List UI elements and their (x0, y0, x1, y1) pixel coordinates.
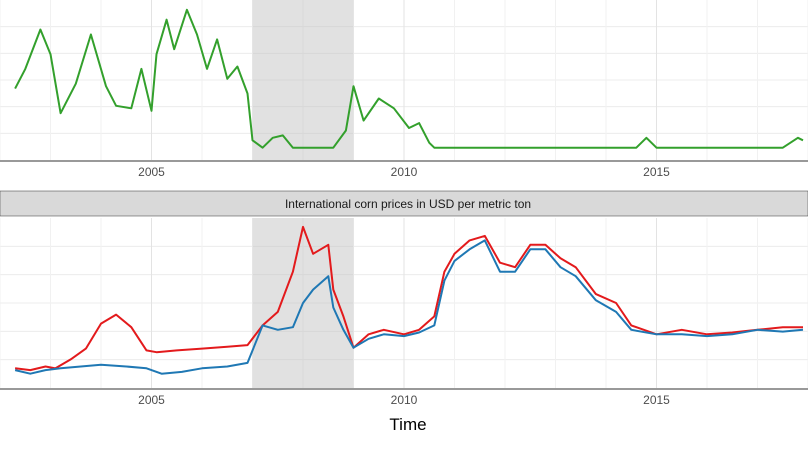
x-axis-title: Time (389, 415, 426, 434)
series-line-1 (14, 8, 804, 149)
x-tick-label: 2010 (391, 393, 418, 407)
top-panel: 2005 2010 2015 (0, 0, 808, 179)
x-tick-label: 2010 (391, 165, 418, 179)
x-tick-label: 2005 (138, 393, 165, 407)
series-line-2 (14, 239, 804, 375)
facet-strip-label: International corn prices in USD per met… (285, 197, 531, 211)
shaded-region (252, 0, 354, 160)
series-line-1 (14, 225, 803, 372)
x-tick-label: 2015 (643, 393, 670, 407)
x-tick-label: 2005 (138, 165, 165, 179)
bottom-panel: 2005 2010 2015 (0, 218, 808, 407)
facet-strip (0, 190, 808, 217)
x-tick-label: 2015 (643, 165, 670, 179)
